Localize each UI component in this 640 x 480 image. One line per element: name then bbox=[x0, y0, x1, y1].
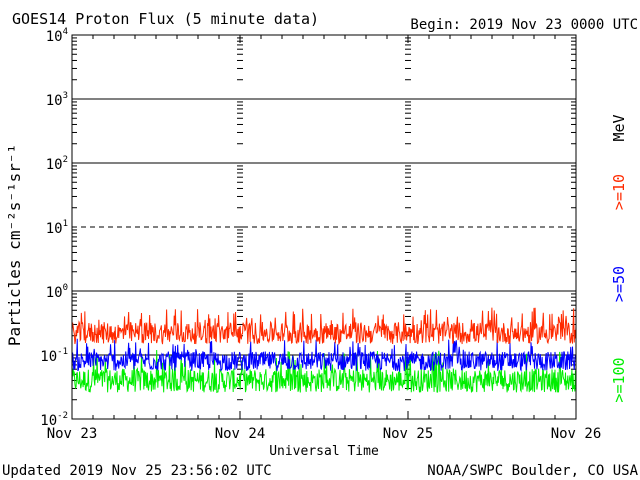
y-tick-base: 10 bbox=[46, 29, 63, 45]
plot-border bbox=[71, 34, 577, 420]
legend-ge50: >=50 bbox=[610, 266, 628, 302]
y-tick-exponent: 1 bbox=[63, 219, 68, 229]
y-axis-label: Particles cm⁻²s⁻¹sr⁻¹ bbox=[5, 144, 24, 346]
y-tick-exponent: 2 bbox=[63, 155, 68, 165]
y-tick-base: 10 bbox=[46, 221, 63, 237]
y-tick-exponent: 3 bbox=[63, 91, 68, 101]
y-tick-exponent: -2 bbox=[57, 411, 68, 421]
legend-ge100: >=100 bbox=[610, 357, 628, 402]
credit-line: NOAA/SWPC Boulder, CO USA bbox=[427, 463, 638, 479]
x-tick-label: Nov 24 bbox=[215, 426, 266, 442]
y-tick-label: 102 bbox=[46, 155, 68, 173]
y-tick-exponent: -1 bbox=[57, 347, 68, 357]
x-tick-label: Nov 26 bbox=[551, 426, 602, 442]
updated-time: Updated 2019 Nov 25 23:56:02 UTC bbox=[2, 463, 272, 479]
x-axis-label: Universal Time bbox=[269, 444, 379, 459]
y-tick-label: 104 bbox=[46, 27, 68, 45]
plot-grid bbox=[72, 34, 576, 420]
y-tick-base: 10 bbox=[46, 285, 63, 301]
y-tick-base: 10 bbox=[46, 157, 63, 173]
legend-right: MeV >=10 >=50 >=100 bbox=[610, 114, 628, 402]
y-tick-base: 10 bbox=[40, 413, 57, 429]
series-layer bbox=[71, 307, 577, 394]
y-tick-base: 10 bbox=[46, 93, 63, 109]
x-tick-label: Nov 23 bbox=[47, 426, 98, 442]
x-tick-labels: Nov 23 Nov 24 Nov 25 Nov 26 bbox=[47, 426, 602, 442]
legend-ge10: >=10 bbox=[610, 174, 628, 210]
series-line-ge100 bbox=[71, 350, 577, 394]
plot-frame bbox=[71, 34, 577, 420]
series-line-ge50 bbox=[71, 338, 577, 373]
begin-time: Begin: 2019 Nov 23 0000 UTC bbox=[410, 17, 638, 33]
y-tick-label: 100 bbox=[46, 283, 68, 301]
y-tick-base: 10 bbox=[40, 349, 57, 365]
y-tick-label: 10-2 bbox=[40, 411, 68, 429]
y-tick-exponent: 4 bbox=[63, 27, 68, 37]
y-tick-label: 101 bbox=[46, 219, 68, 237]
unit-label: MeV bbox=[610, 114, 628, 141]
y-tick-exponent: 0 bbox=[63, 283, 68, 293]
y-tick-label: 10-1 bbox=[40, 347, 68, 365]
chart-title: GOES14 Proton Flux (5 minute data) bbox=[12, 10, 319, 28]
y-tick-label: 103 bbox=[46, 91, 68, 109]
series-line-ge10 bbox=[71, 307, 577, 346]
x-tick-label: Nov 25 bbox=[383, 426, 434, 442]
